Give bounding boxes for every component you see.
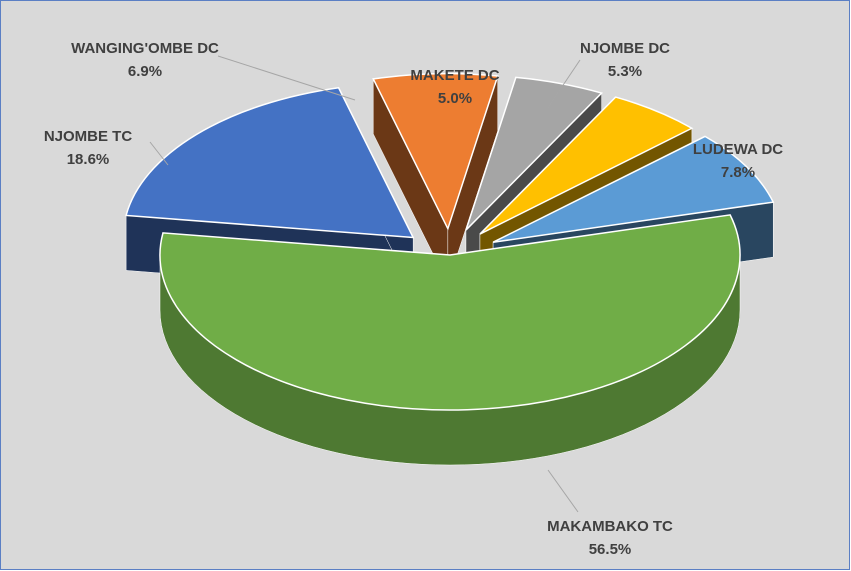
category-label: WANGING'OMBE DC (71, 40, 219, 57)
category-label: NJOMBE TC (44, 128, 133, 145)
value-label: 5.0% (438, 90, 472, 107)
slice-top (159, 214, 741, 411)
slice-top (125, 86, 415, 239)
pie (125, 72, 775, 466)
value-label: 6.9% (128, 63, 162, 80)
value-label: 18.6% (67, 151, 110, 168)
slice-top (372, 72, 499, 231)
labels: MAKAMBAKO TC 56.5% NJOMBE TC 18.6% WANGING'O… (44, 40, 783, 558)
leader-lines (149, 55, 581, 513)
category-label: MAKETE DC (410, 67, 499, 84)
value-label: 5.3% (608, 63, 642, 80)
leader-line (547, 469, 579, 513)
leader-line (149, 141, 169, 166)
slice (372, 72, 499, 284)
category-label: NJOMBE DC (580, 40, 670, 57)
value-label: 7.8% (721, 164, 755, 181)
slice-top (492, 135, 775, 243)
category-label: LUDEWA DC (693, 141, 783, 158)
value-label: 56.5% (589, 541, 632, 558)
slice-top (465, 76, 604, 231)
slice (159, 214, 741, 466)
leader-line (544, 59, 581, 113)
slice-top (479, 96, 694, 235)
category-label: MAKAMBAKO TC (547, 518, 673, 535)
leader-line (217, 55, 356, 101)
